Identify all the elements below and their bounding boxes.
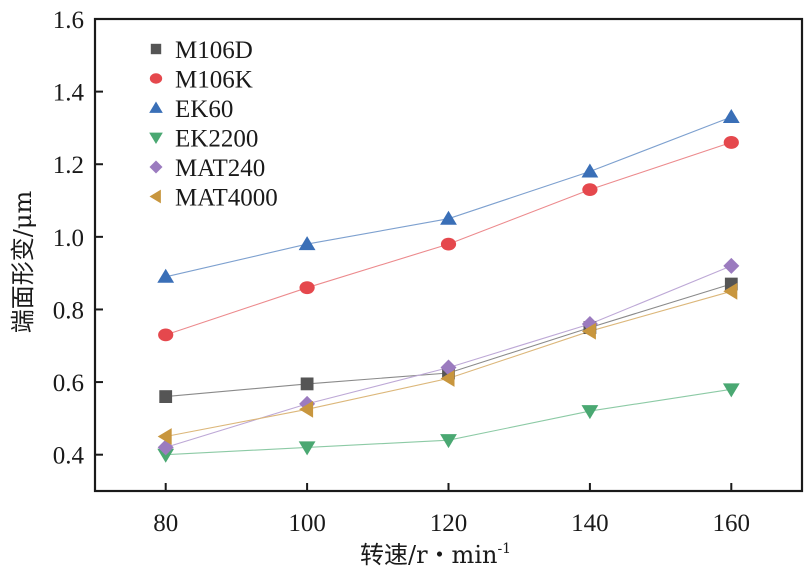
data-point-ek2200 bbox=[298, 441, 316, 456]
legend-marker-ek2200 bbox=[149, 132, 163, 144]
series-markers-m106d bbox=[159, 277, 738, 403]
series-markers-mat4000 bbox=[157, 282, 738, 445]
x-tick-label: 160 bbox=[713, 510, 751, 537]
legend-item-ek60: EK60 bbox=[149, 96, 233, 123]
axis-ticks bbox=[95, 90, 733, 491]
legend-item-mat4000: MAT4000 bbox=[149, 185, 278, 212]
legend-item-mat240: MAT240 bbox=[149, 155, 265, 182]
legend-label-m106k: M106K bbox=[175, 67, 253, 94]
data-point-m106d bbox=[159, 390, 173, 403]
series-markers-mat240 bbox=[157, 257, 740, 456]
data-point-ek2200 bbox=[157, 448, 175, 463]
legend-label-ek60: EK60 bbox=[175, 96, 233, 123]
series-markers-ek60 bbox=[157, 109, 740, 283]
y-tick-label: 0.4 bbox=[53, 443, 85, 470]
plot-frame bbox=[93, 17, 804, 493]
legend-marker-m106d bbox=[150, 43, 162, 55]
data-point-m106k bbox=[299, 281, 315, 295]
data-point-m106k bbox=[158, 328, 174, 342]
legend-marker-ek60 bbox=[149, 101, 163, 113]
legend-marker-mat240 bbox=[149, 160, 163, 174]
y-tick-label: 1.2 bbox=[53, 152, 84, 179]
y-tick-label: 0.8 bbox=[53, 297, 84, 324]
x-axis-title-superscript: -1 bbox=[497, 541, 511, 557]
data-point-ek2200 bbox=[581, 405, 599, 420]
data-point-mat4000 bbox=[723, 282, 738, 300]
legend-label-mat4000: MAT4000 bbox=[175, 185, 278, 212]
legend-item-m106d: M106D bbox=[150, 37, 253, 64]
data-point-mat240 bbox=[723, 257, 740, 274]
data-point-ek60 bbox=[722, 109, 740, 124]
x-tick-label: 120 bbox=[430, 510, 468, 537]
data-point-m106d bbox=[300, 377, 314, 391]
x-tick-label: 140 bbox=[571, 510, 609, 537]
y-axis-title: 端面形变/μm bbox=[9, 191, 37, 334]
series-markers-ek2200 bbox=[157, 383, 740, 463]
data-point-mat4000 bbox=[157, 428, 172, 445]
series-markers-m106k bbox=[158, 136, 739, 342]
legend-item-ek2200: EK2200 bbox=[149, 126, 258, 153]
data-point-ek60 bbox=[581, 163, 599, 178]
data-point-ek2200 bbox=[722, 383, 740, 398]
data-point-m106k bbox=[723, 136, 739, 149]
legend-label-mat240: MAT240 bbox=[175, 155, 265, 182]
y-tick-label: 1.4 bbox=[53, 80, 85, 107]
series-markers bbox=[157, 109, 740, 463]
x-axis-title: 转速/r・min-1 bbox=[360, 541, 511, 569]
y-tick-label: 1.6 bbox=[53, 7, 84, 34]
data-point-mat4000 bbox=[440, 370, 455, 387]
legend-label-ek2200: EK2200 bbox=[175, 126, 258, 153]
data-point-m106k bbox=[440, 237, 457, 251]
legend-label-m106d: M106D bbox=[175, 37, 253, 64]
legend-marker-mat4000 bbox=[149, 189, 161, 204]
data-point-ek2200 bbox=[440, 434, 457, 449]
x-tick-label: 80 bbox=[153, 510, 178, 537]
legend-item-m106k: M106K bbox=[149, 67, 253, 94]
data-point-mat4000 bbox=[299, 400, 314, 418]
data-point-ek60 bbox=[298, 236, 316, 251]
x-tick-label: 100 bbox=[288, 510, 326, 537]
y-tick-label: 0.6 bbox=[53, 370, 84, 397]
data-point-mat4000 bbox=[581, 322, 596, 340]
data-point-ek60 bbox=[157, 268, 175, 283]
y-tick-label: 1.0 bbox=[53, 225, 84, 252]
tick-labels: 80 100 120 140 160 0.4 0.6 0.8 1.0 1.2 1.4 1.6 bbox=[53, 7, 750, 537]
data-point-ek60 bbox=[440, 210, 457, 225]
x-axis-title-main: 转速/r・min bbox=[360, 541, 497, 569]
legend-marker-m106k bbox=[149, 73, 163, 84]
data-point-m106k bbox=[582, 183, 598, 197]
